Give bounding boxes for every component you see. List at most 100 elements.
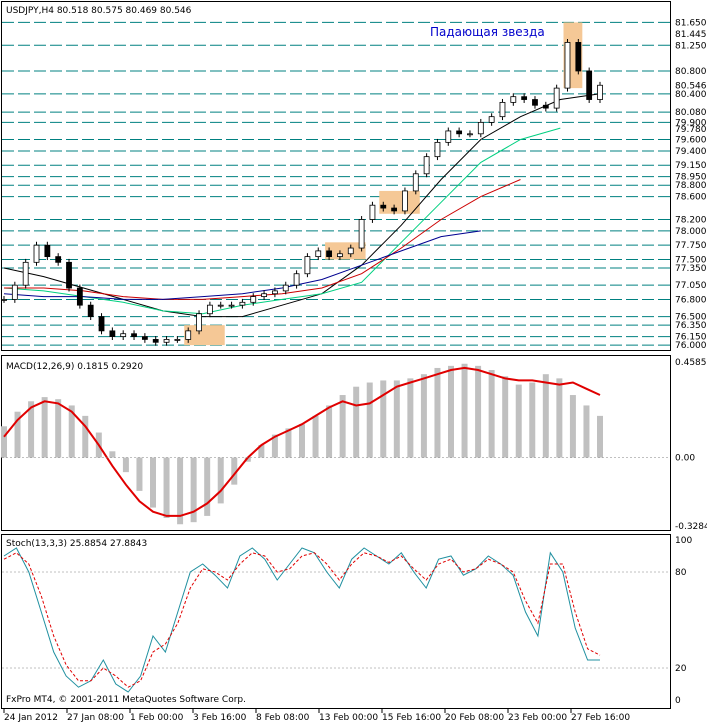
candle-body [185, 330, 192, 340]
macd-histogram-bar [244, 457, 251, 462]
stoch-axis-label: 20 [675, 664, 687, 674]
price-axis-label: 77.750 [675, 241, 707, 251]
time-axis-label: 3 Feb 16:00 [193, 713, 247, 723]
macd-histogram-bar [475, 365, 482, 458]
moving-average-line [3, 230, 481, 300]
stoch-lines [2, 547, 670, 693]
candle-body [22, 261, 29, 286]
pattern-highlight-zone [325, 242, 366, 260]
time-axis-label: 13 Feb 00:00 [319, 713, 378, 723]
candle-body [1, 299, 7, 301]
candle-body [347, 247, 354, 255]
candle-body [272, 290, 278, 295]
macd-histogram-bar [569, 395, 576, 458]
time-axis-label: 27 Feb 16:00 [571, 713, 630, 723]
price-axis-label: 81.650 [675, 18, 707, 28]
time-axis-label: 23 Feb 00:00 [508, 713, 567, 723]
stoch-axis-label: 0 [675, 696, 681, 706]
price-axis-label: 79.150 [675, 161, 707, 171]
price-axis-label: 80.800 [675, 67, 707, 77]
candle-body [76, 287, 83, 306]
moving-average-line [3, 127, 561, 315]
stoch-panel-frame [1, 534, 671, 709]
candle-body [358, 219, 365, 249]
candle-body [66, 261, 72, 289]
macd-histogram-bar [448, 365, 454, 458]
candle-body [402, 190, 408, 212]
candle-body [98, 316, 105, 332]
candle-body [575, 42, 582, 72]
price-axis-label: 76.500 [675, 313, 707, 323]
candle-body [467, 133, 473, 136]
macd-histogram-bar [488, 370, 495, 458]
copyright-text: FxPro MT4, © 2001-2011 MetaQuotes Softwa… [6, 695, 246, 705]
candle-body [369, 204, 376, 220]
stoch-axis-label: 100 [675, 536, 692, 546]
candle-body [499, 101, 506, 118]
stoch-axis-label: 80 [675, 568, 687, 578]
price-axis-label: 81.445 [675, 30, 707, 40]
macd-axis-label: 0.4585 [675, 358, 707, 368]
candles [1, 38, 603, 346]
price-axis-label: 80.080 [675, 108, 707, 118]
macd-histogram-bar [597, 415, 603, 458]
price-axis-label: 76.800 [675, 295, 707, 305]
price-axis-label: 78.800 [675, 181, 707, 191]
candle-body [586, 70, 593, 100]
candle-body [282, 284, 289, 292]
price-panel-frame [1, 1, 671, 351]
price-axis-label: 80.400 [675, 90, 707, 100]
candle-body [109, 330, 116, 337]
candle-body [196, 313, 202, 332]
price-axis-label: 79.900 [675, 118, 707, 128]
candle-body [87, 304, 94, 317]
macd-histogram-bar [299, 424, 305, 458]
candle-body [326, 250, 332, 258]
macd-histogram-bar [136, 457, 143, 491]
candle-body [337, 253, 343, 258]
macd-histogram-bar [353, 386, 360, 458]
candle-body [250, 296, 257, 303]
macd-axis-label: -0.3284 [675, 522, 707, 532]
macd-histogram-bar [542, 374, 549, 458]
candle-body [163, 339, 170, 343]
candle-body [293, 273, 300, 286]
candle-body [239, 301, 246, 306]
price-axis-label: 78.200 [675, 215, 707, 225]
candle-body [131, 333, 137, 337]
macd-histogram-bar [28, 401, 35, 458]
macd-histogram-bar [258, 445, 265, 458]
price-axis-label: 78.000 [675, 227, 707, 237]
price-axis-label: 77.350 [675, 264, 707, 274]
macd-histogram-bar [583, 405, 590, 458]
candle-body [564, 42, 571, 89]
candle-body [597, 84, 603, 100]
macd-histogram-bar [41, 397, 48, 458]
price-axis-label: 76.000 [675, 341, 707, 351]
macd-histogram-bar [122, 457, 129, 473]
time-axis-label: 20 Feb 08:00 [445, 713, 504, 723]
candle-body [380, 204, 387, 209]
time-axis: 24 Jan 2012 27 Jan 08:00 1 Feb 00:00 3 Feb … [3, 709, 630, 723]
price-axis-label: 81.250 [675, 41, 707, 51]
candle-body [488, 116, 495, 123]
price-axis-label: 79.400 [675, 147, 707, 157]
macd-histogram-bar [515, 384, 522, 458]
macd-histogram-bar [529, 382, 536, 458]
candle-body [423, 156, 430, 175]
macd-histogram-bar [177, 457, 184, 525]
candle-body [261, 293, 267, 297]
macd-signal-line [3, 366, 601, 517]
pattern-highlight-zone [184, 325, 225, 346]
price-axis-label: 78.600 [675, 193, 707, 203]
candle-body [11, 284, 18, 300]
candle-body [206, 304, 213, 315]
pattern-highlight-zone [379, 190, 420, 214]
candle-body [477, 121, 484, 135]
macd-histogram-bar [204, 457, 211, 516]
price-axis-label: 78.950 [675, 173, 707, 183]
macd-histogram-bar [393, 380, 400, 458]
candle-body [120, 333, 127, 337]
